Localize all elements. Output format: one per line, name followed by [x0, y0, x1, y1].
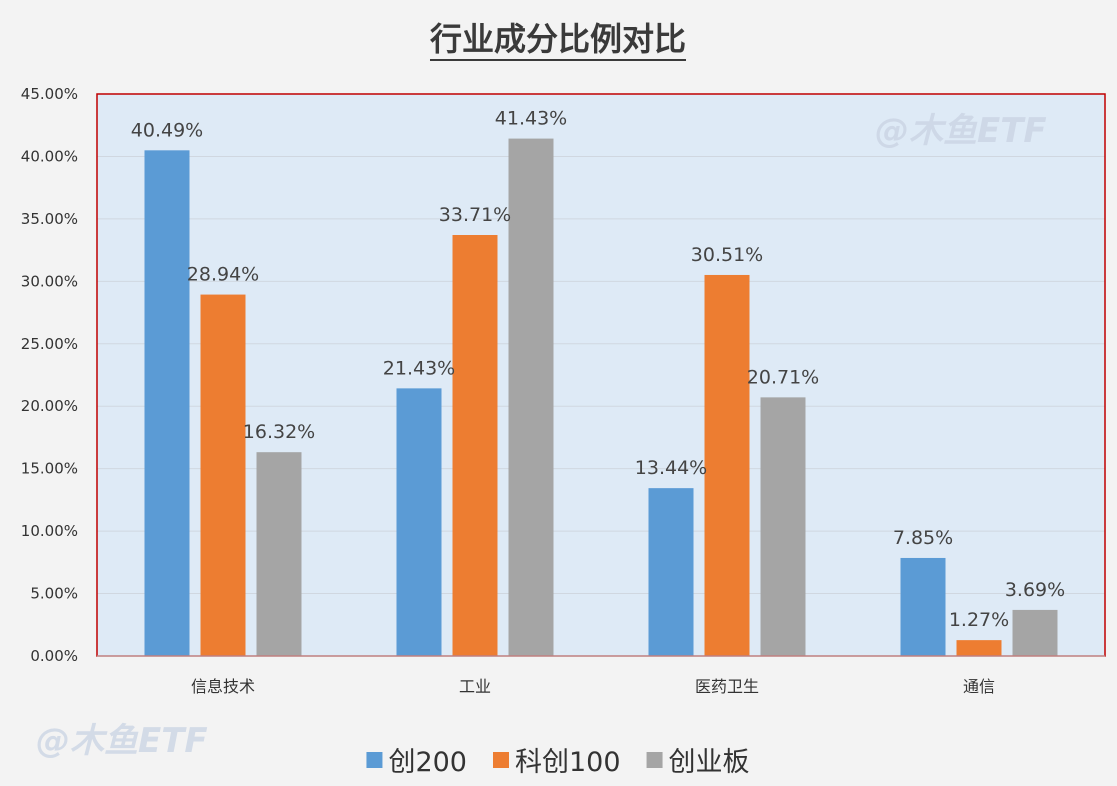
data-label: 16.32% — [243, 421, 315, 443]
data-label: 13.44% — [635, 457, 707, 479]
legend-swatch — [646, 752, 663, 768]
y-tick-label: 15.00% — [21, 460, 78, 478]
bar — [900, 557, 946, 656]
data-label: 1.27% — [949, 609, 1009, 631]
legend-label: 科创100 — [515, 747, 621, 778]
x-category-label: 医药卫生 — [695, 677, 759, 696]
y-tick-label: 20.00% — [21, 397, 78, 415]
legend-swatch — [493, 752, 509, 768]
y-tick-label: 10.00% — [21, 522, 78, 540]
legend-swatch — [366, 752, 383, 768]
y-tick-label: 45.00% — [21, 85, 78, 103]
y-tick-label: 5.00% — [30, 585, 78, 603]
data-label: 20.71% — [747, 366, 819, 388]
bar — [648, 488, 694, 656]
y-tick-label: 0.00% — [30, 647, 78, 665]
bar — [704, 274, 750, 656]
bar — [508, 138, 554, 656]
watermark-bottom-left: @木鱼ETF — [36, 721, 208, 761]
legend-label: 创业板 — [669, 747, 750, 778]
data-label: 7.85% — [893, 527, 953, 549]
data-label: 41.43% — [495, 108, 567, 130]
data-label: 3.69% — [1005, 579, 1065, 601]
data-label: 40.49% — [131, 119, 203, 141]
bars — [144, 138, 1058, 656]
data-label: 30.51% — [691, 244, 763, 266]
x-axis-categories: 信息技术 工业 医药卫生 通信 — [191, 677, 995, 696]
x-category-label: 工业 — [459, 677, 491, 696]
bar — [144, 150, 190, 656]
chart-title: 行业成分比例对比 — [430, 20, 686, 58]
bar — [1012, 609, 1058, 656]
legend-item: 科创100 — [493, 747, 621, 778]
watermark-top-right: @木鱼ETF — [875, 111, 1047, 151]
data-label: 33.71% — [439, 204, 511, 226]
legend-item: 创200 — [366, 747, 467, 778]
data-label: 28.94% — [187, 264, 259, 286]
y-tick-label: 40.00% — [21, 147, 78, 165]
legend: 创200 科创100 创业板 — [366, 747, 750, 778]
plot-background — [97, 94, 1105, 656]
y-tick-label: 25.00% — [21, 335, 78, 353]
legend-label: 创200 — [388, 747, 467, 778]
bar — [956, 640, 1002, 656]
bar — [200, 294, 246, 656]
data-labels: 40.49% 28.94% 16.32% 21.43% 33.71% 41.43% 13.4… — [131, 108, 1065, 632]
y-axis-ticks: 0.00% 5.00% 10.00% 15.00% 20.00% 25.00% 30.00%… — [21, 85, 78, 665]
x-category-label: 信息技术 — [191, 677, 255, 696]
legend-item: 创业板 — [646, 747, 750, 778]
x-category-label: 通信 — [963, 677, 995, 696]
y-tick-label: 35.00% — [21, 210, 78, 228]
bar — [256, 452, 302, 656]
bar — [396, 388, 442, 656]
y-tick-label: 30.00% — [21, 272, 78, 290]
data-label: 21.43% — [383, 357, 455, 379]
bar — [452, 234, 498, 656]
bar — [760, 397, 806, 656]
